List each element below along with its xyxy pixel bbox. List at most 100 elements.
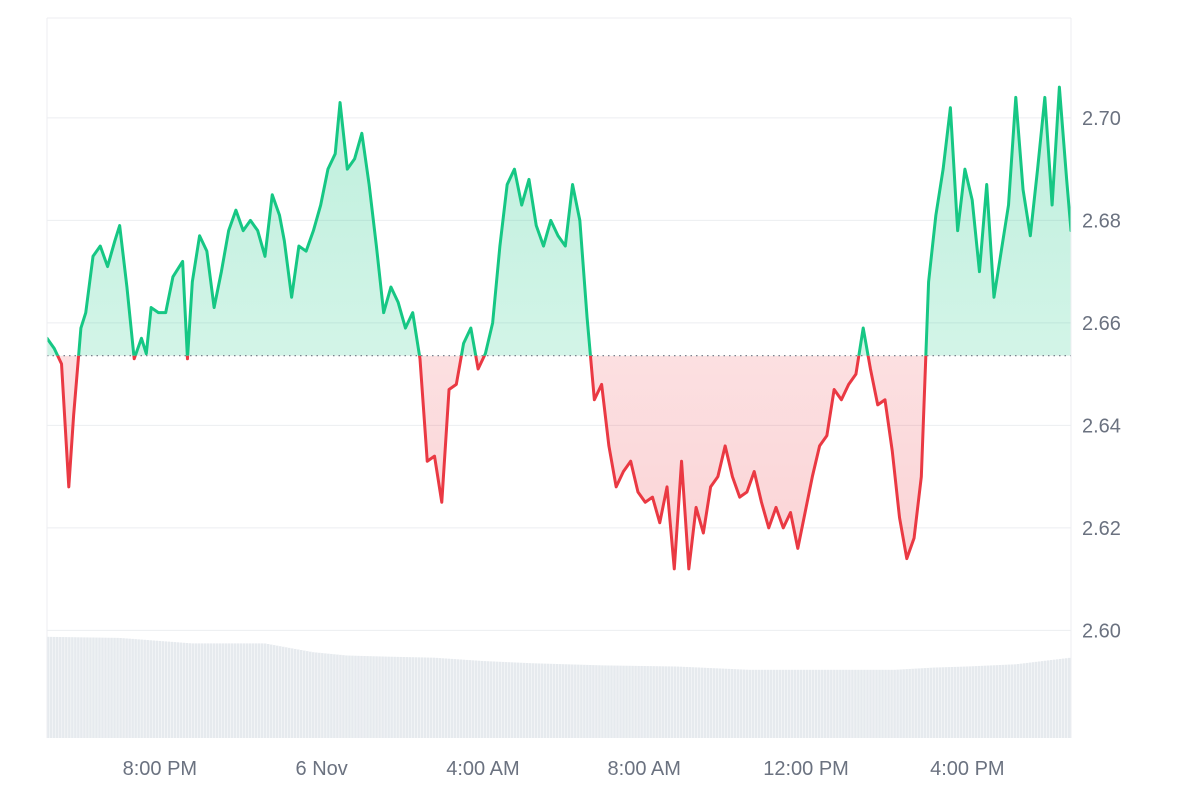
volume-bar	[571, 664, 574, 738]
volume-bar	[890, 669, 893, 738]
volume-bar	[489, 661, 493, 738]
volume-bar	[586, 664, 589, 738]
volume-bar	[920, 668, 923, 738]
volume-bar	[977, 665, 981, 738]
volume-bar	[863, 669, 866, 738]
volume-bar	[206, 643, 210, 738]
volume-bar	[595, 665, 598, 738]
volume-bar	[429, 657, 433, 738]
volume-bar	[938, 667, 942, 738]
volume-bar	[110, 637, 113, 738]
volume-bar	[796, 669, 800, 738]
volume-bar	[411, 657, 414, 738]
volume-bar	[197, 643, 201, 738]
volume-bar	[540, 663, 544, 738]
y-tick-label: 2.60	[1082, 620, 1121, 642]
volume-bar	[766, 669, 770, 738]
volume-bar	[763, 669, 767, 738]
volume-bar	[134, 639, 137, 738]
volume-bar	[414, 657, 417, 738]
volume-bar	[450, 658, 454, 738]
volume-bar	[396, 656, 399, 738]
y-tick-label: 2.64	[1082, 415, 1121, 437]
volume-bar	[77, 637, 80, 738]
volume-bar	[534, 663, 538, 738]
volume-bar	[357, 655, 360, 738]
volume-bar	[80, 637, 83, 738]
volume-bar	[387, 656, 390, 738]
volume-bar	[700, 667, 704, 738]
volume-bar	[923, 668, 926, 738]
volume-bar	[562, 664, 565, 738]
volume-bar	[1004, 664, 1008, 738]
volume-bar	[974, 666, 978, 738]
volume-bar	[140, 639, 143, 738]
volume-bar	[815, 669, 818, 738]
volume-bar	[854, 669, 857, 738]
volume-bar	[290, 648, 294, 738]
volume-bar	[215, 643, 219, 738]
volume-bar	[537, 663, 541, 738]
volume-bar	[980, 665, 984, 738]
volume-bar	[887, 669, 890, 738]
volume-bar	[619, 665, 622, 738]
volume-bar	[552, 663, 556, 738]
volume-bar	[260, 643, 264, 738]
volume-bar	[968, 666, 972, 738]
volume-bar	[577, 664, 580, 738]
volume-bar	[610, 665, 613, 738]
volume-bar	[369, 656, 372, 738]
volume-bar	[68, 637, 71, 738]
volume-bar	[423, 657, 427, 738]
volume-bar	[315, 652, 318, 738]
volume-bar	[221, 643, 225, 738]
volume-bar	[501, 661, 505, 738]
volume-bar	[375, 656, 378, 738]
volume-bar	[239, 643, 243, 738]
volume-bar	[706, 667, 710, 738]
volume-bar	[872, 669, 875, 738]
price-area-up	[47, 87, 1071, 356]
volume-bar	[1046, 660, 1050, 738]
volume-bar	[655, 666, 658, 738]
volume-bar	[733, 669, 737, 738]
volume-bar	[721, 668, 725, 738]
volume-bar	[616, 665, 619, 738]
volume-bar	[827, 669, 830, 738]
volume-bar	[71, 637, 74, 738]
x-tick-label: 12:00 PM	[763, 758, 849, 780]
volume-bar	[986, 665, 990, 738]
volume-bar	[730, 669, 734, 738]
volume-bar	[1013, 664, 1017, 738]
volume-bar	[360, 655, 363, 738]
volume-bar	[724, 668, 728, 738]
volume-bar	[926, 667, 929, 738]
volume-bar	[453, 659, 457, 738]
volume-bar	[565, 664, 568, 738]
volume-bar	[348, 655, 351, 738]
volume-bar	[748, 669, 752, 738]
volume-bar	[893, 669, 896, 738]
volume-bar	[381, 656, 384, 738]
volume-bar	[625, 665, 628, 738]
volume-bar	[474, 660, 478, 738]
volume-bar	[101, 637, 104, 738]
volume-bar	[902, 669, 905, 738]
volume-bar	[742, 669, 746, 738]
volume-bar	[468, 660, 472, 738]
volume-bar	[830, 669, 833, 738]
volume-bar	[486, 661, 490, 738]
volume-bar	[772, 669, 776, 738]
y-axis-labels: 2.60 2.62 2.64 2.66 2.68 2.70	[1082, 108, 1121, 642]
volume-bar	[275, 645, 279, 738]
volume-bar	[1043, 660, 1047, 738]
volume-bar	[1010, 664, 1014, 738]
volume-bar	[65, 637, 68, 738]
volume-bar	[628, 665, 631, 738]
volume-bar	[257, 643, 261, 738]
volume-bar	[143, 639, 146, 738]
volume-bar	[272, 645, 276, 738]
volume-bar	[170, 641, 174, 738]
volume-bar	[287, 647, 291, 738]
volume-bar	[194, 643, 198, 738]
